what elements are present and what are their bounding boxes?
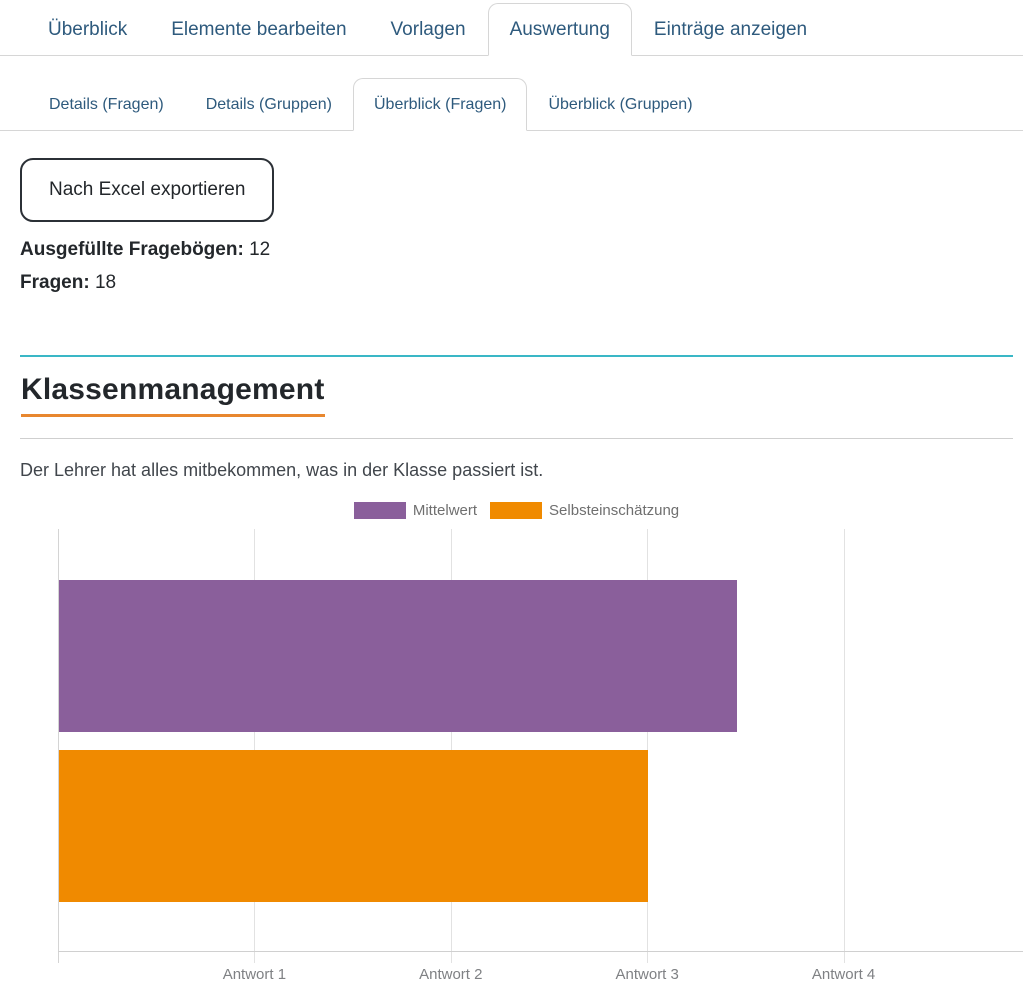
tab-elemente-bearbeiten[interactable]: Elemente bearbeiten (171, 18, 347, 40)
main-content: Nach Excel exportieren Ausgefüllte Frage… (0, 131, 1023, 991)
stat-completed-label: Ausgefüllte Fragebögen: (20, 239, 244, 260)
gridline-2 (450, 529, 452, 963)
gridline-4 (843, 529, 845, 963)
bar-selbsteinschaetzung (59, 750, 649, 902)
x-axis-line (58, 951, 1023, 952)
bar-chart: Antwort 1 Antwort 2 Antwort 3 Antwort 4 (39, 529, 1023, 991)
legend-swatch-mittelwert (353, 502, 406, 519)
bar-mittelwert (59, 580, 737, 732)
subtab-details-fragen[interactable]: Details (Fragen) (49, 95, 164, 113)
x-axis-label-antwort-1: Antwort 1 (222, 966, 287, 983)
legend-label-mittelwert: Mittelwert (412, 502, 478, 519)
x-axis-label-antwort-2: Antwort 2 (419, 966, 483, 983)
plot-area: Antwort 1 Antwort 2 Antwort 3 Antwort 4 (58, 529, 1023, 983)
stats-block: Ausgefüllte Fragebögen: 12 Fragen: 18 (20, 233, 1013, 299)
section-title: Klassenmanagement (21, 373, 325, 417)
y-axis-line (58, 529, 59, 963)
chart-legend: Mittelwert Selbsteinschätzung (20, 502, 1013, 519)
stat-questions-value: 18 (94, 272, 117, 293)
export-excel-button[interactable]: Nach Excel exportieren (20, 158, 275, 222)
legend-item-selbsteinschaetzung[interactable]: Selbsteinschätzung (490, 502, 679, 519)
tab-auswertung[interactable]: Auswertung (487, 3, 632, 56)
sub-tab-bar: Details (Fragen) Details (Gruppen) Überb… (0, 56, 1023, 131)
legend-label-selbsteinschaetzung: Selbsteinschätzung (549, 502, 680, 519)
legend-item-mittelwert[interactable]: Mittelwert (353, 502, 478, 519)
subtab-details-gruppen[interactable]: Details (Gruppen) (205, 95, 332, 113)
x-axis-label-antwort-3: Antwort 3 (615, 966, 679, 983)
tab-vorlagen[interactable]: Vorlagen (390, 18, 466, 40)
subtab-ueberblick-gruppen[interactable]: Überblick (Gruppen) (548, 95, 693, 113)
gridline-3 (647, 529, 649, 963)
teal-divider (20, 355, 1013, 357)
stat-completed-value: 12 (249, 239, 271, 260)
gray-divider (20, 438, 1013, 439)
question-text: Der Lehrer hat alles mitbekommen, was in… (20, 460, 544, 480)
stat-questions: Fragen: 18 (20, 266, 1013, 299)
subtab-ueberblick-fragen[interactable]: Überblick (Fragen) (352, 78, 528, 131)
stat-questions-label: Fragen: (20, 272, 90, 293)
tab-eintraege-anzeigen[interactable]: Einträge anzeigen (653, 18, 808, 40)
tab-ueberblick[interactable]: Überblick (48, 18, 128, 40)
gridline-1 (254, 529, 256, 963)
main-tab-bar: Überblick Elemente bearbeiten Vorlagen A… (0, 0, 1023, 56)
stat-completed-questionnaires: Ausgefüllte Fragebögen: 12 (20, 233, 1013, 266)
x-axis-label-antwort-4: Antwort 4 (811, 966, 876, 983)
legend-swatch-selbsteinschaetzung (490, 502, 543, 519)
